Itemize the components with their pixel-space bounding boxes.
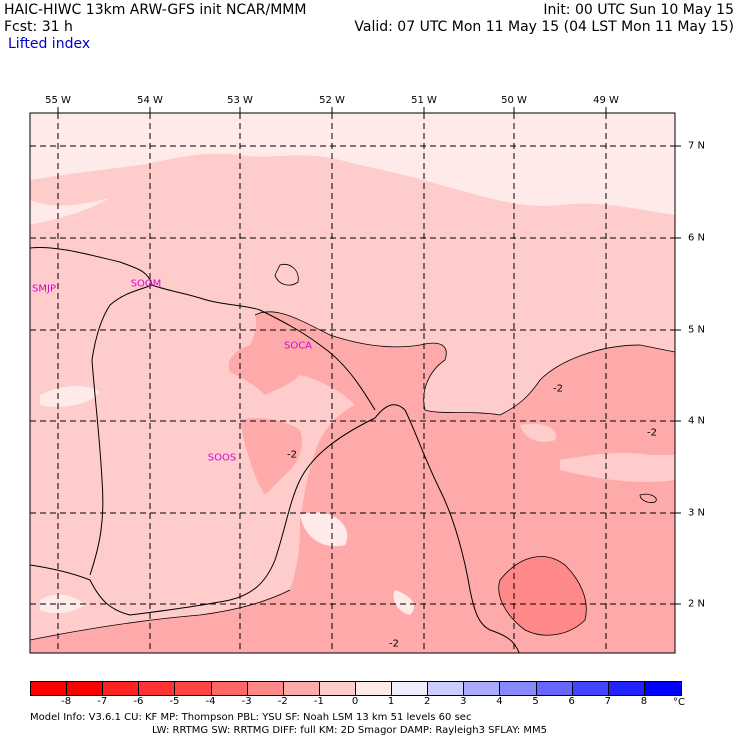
colorbar-cell [211,682,248,695]
colorbar-tick-label: 8 [640,696,648,707]
colorbar-tick-label: -7 [97,696,108,707]
map-frame [29,112,676,654]
lon-label: 54 W [137,95,163,106]
colorbar-cell [536,682,573,695]
lon-label: 55 W [45,95,71,106]
colorbar-tick-label: 4 [496,696,503,707]
colorbar-tick-label: 5 [532,696,539,707]
contour-label: -2 [553,383,563,395]
colorbar-tick-label: -3 [241,696,252,707]
lat-label: 7 N [688,140,706,152]
lon-label: 51 W [411,95,437,106]
station-label: SOOS [207,452,237,464]
lat-label: 3 N [688,507,706,519]
field-light-inland [300,512,348,547]
contour-label: -2 [389,638,399,650]
colorbar-tick-label: 0 [351,696,359,707]
colorbar-tick-label: -1 [313,696,324,707]
field-mid-east2 [560,452,675,482]
field-name: Lifted index [8,36,91,52]
lat-label: 4 N [688,415,706,427]
axis-ticks [57,107,681,605]
lat-label: 5 N [688,324,706,336]
colorbar-cell [31,682,68,695]
colorbar [30,681,682,696]
model-info-line1: Model Info: V3.6.1 CU: KF MP: Thompson P… [30,712,472,723]
colorbar-cell [103,682,140,695]
model-info-line2: LW: RRTMG SW: RRTMG DIFF: full KM: 2D Sm… [152,725,548,736]
forecast-hour: Fcst: 31 h [4,19,73,35]
field-light-inland2 [393,590,415,615]
colorbar-tick-label: -8 [61,696,72,707]
colorbar-cell [175,682,212,695]
colorbar-tick-label: 7 [604,696,611,707]
contour-label: -2 [287,449,297,461]
colorbar-cell [67,682,104,695]
contour-label: -2 [647,427,657,439]
colorbar-tick-label: -5 [169,696,180,707]
colorbar-cell [319,682,356,695]
shaded-field [30,113,675,653]
station-label: SMJP [32,283,56,295]
colorbar-cell [283,682,320,695]
field-light-west [30,198,110,225]
station-label: SOCA [283,340,313,352]
lon-label: 52 W [319,95,345,106]
colorbar-cell [572,682,609,695]
colorbar-tick-label: 6 [568,696,575,707]
init-time: Init: 00 UTC Sun 10 May 15 [543,2,734,18]
field-dark-blob [498,556,587,636]
valid-time: Valid: 07 UTC Mon 11 May 15 (04 LST Mon … [354,19,734,35]
colorbar-cell [428,682,465,695]
colorbar-cell [500,682,537,695]
lat-label: 6 N [688,232,706,244]
colorbar-tick-label: -6 [133,696,144,707]
colorbar-cell [392,682,429,695]
colorbar-cell [644,682,681,695]
station-label: SOGM [130,278,162,290]
field-mid-east [520,423,556,442]
colorbar-tick-label: -4 [205,696,216,707]
field-medium-patch [240,418,302,495]
coastline [30,246,520,653]
lon-label: 50 W [501,95,527,106]
lon-label: 53 W [227,95,253,106]
colorbar-cell [464,682,501,695]
lon-label: 49 W [593,95,619,106]
colorbar-tick-label: 2 [424,696,431,707]
colorbar-unit: °C [673,697,685,708]
colorbar-tick-label: 1 [387,696,395,707]
colorbar-cell [247,682,284,695]
colorbar-cell [355,682,393,695]
colorbar-tick-label: 3 [460,696,467,707]
model-title: HAIC-HIWC 13km ARW-GFS init NCAR/MMM [4,2,307,18]
field-light-patch [40,385,100,407]
colorbar-cell [139,682,176,695]
colorbar-tick-label: -2 [277,696,288,707]
colorbar-cell [608,682,645,695]
graticule [30,113,675,653]
lat-label: 2 N [688,598,706,610]
